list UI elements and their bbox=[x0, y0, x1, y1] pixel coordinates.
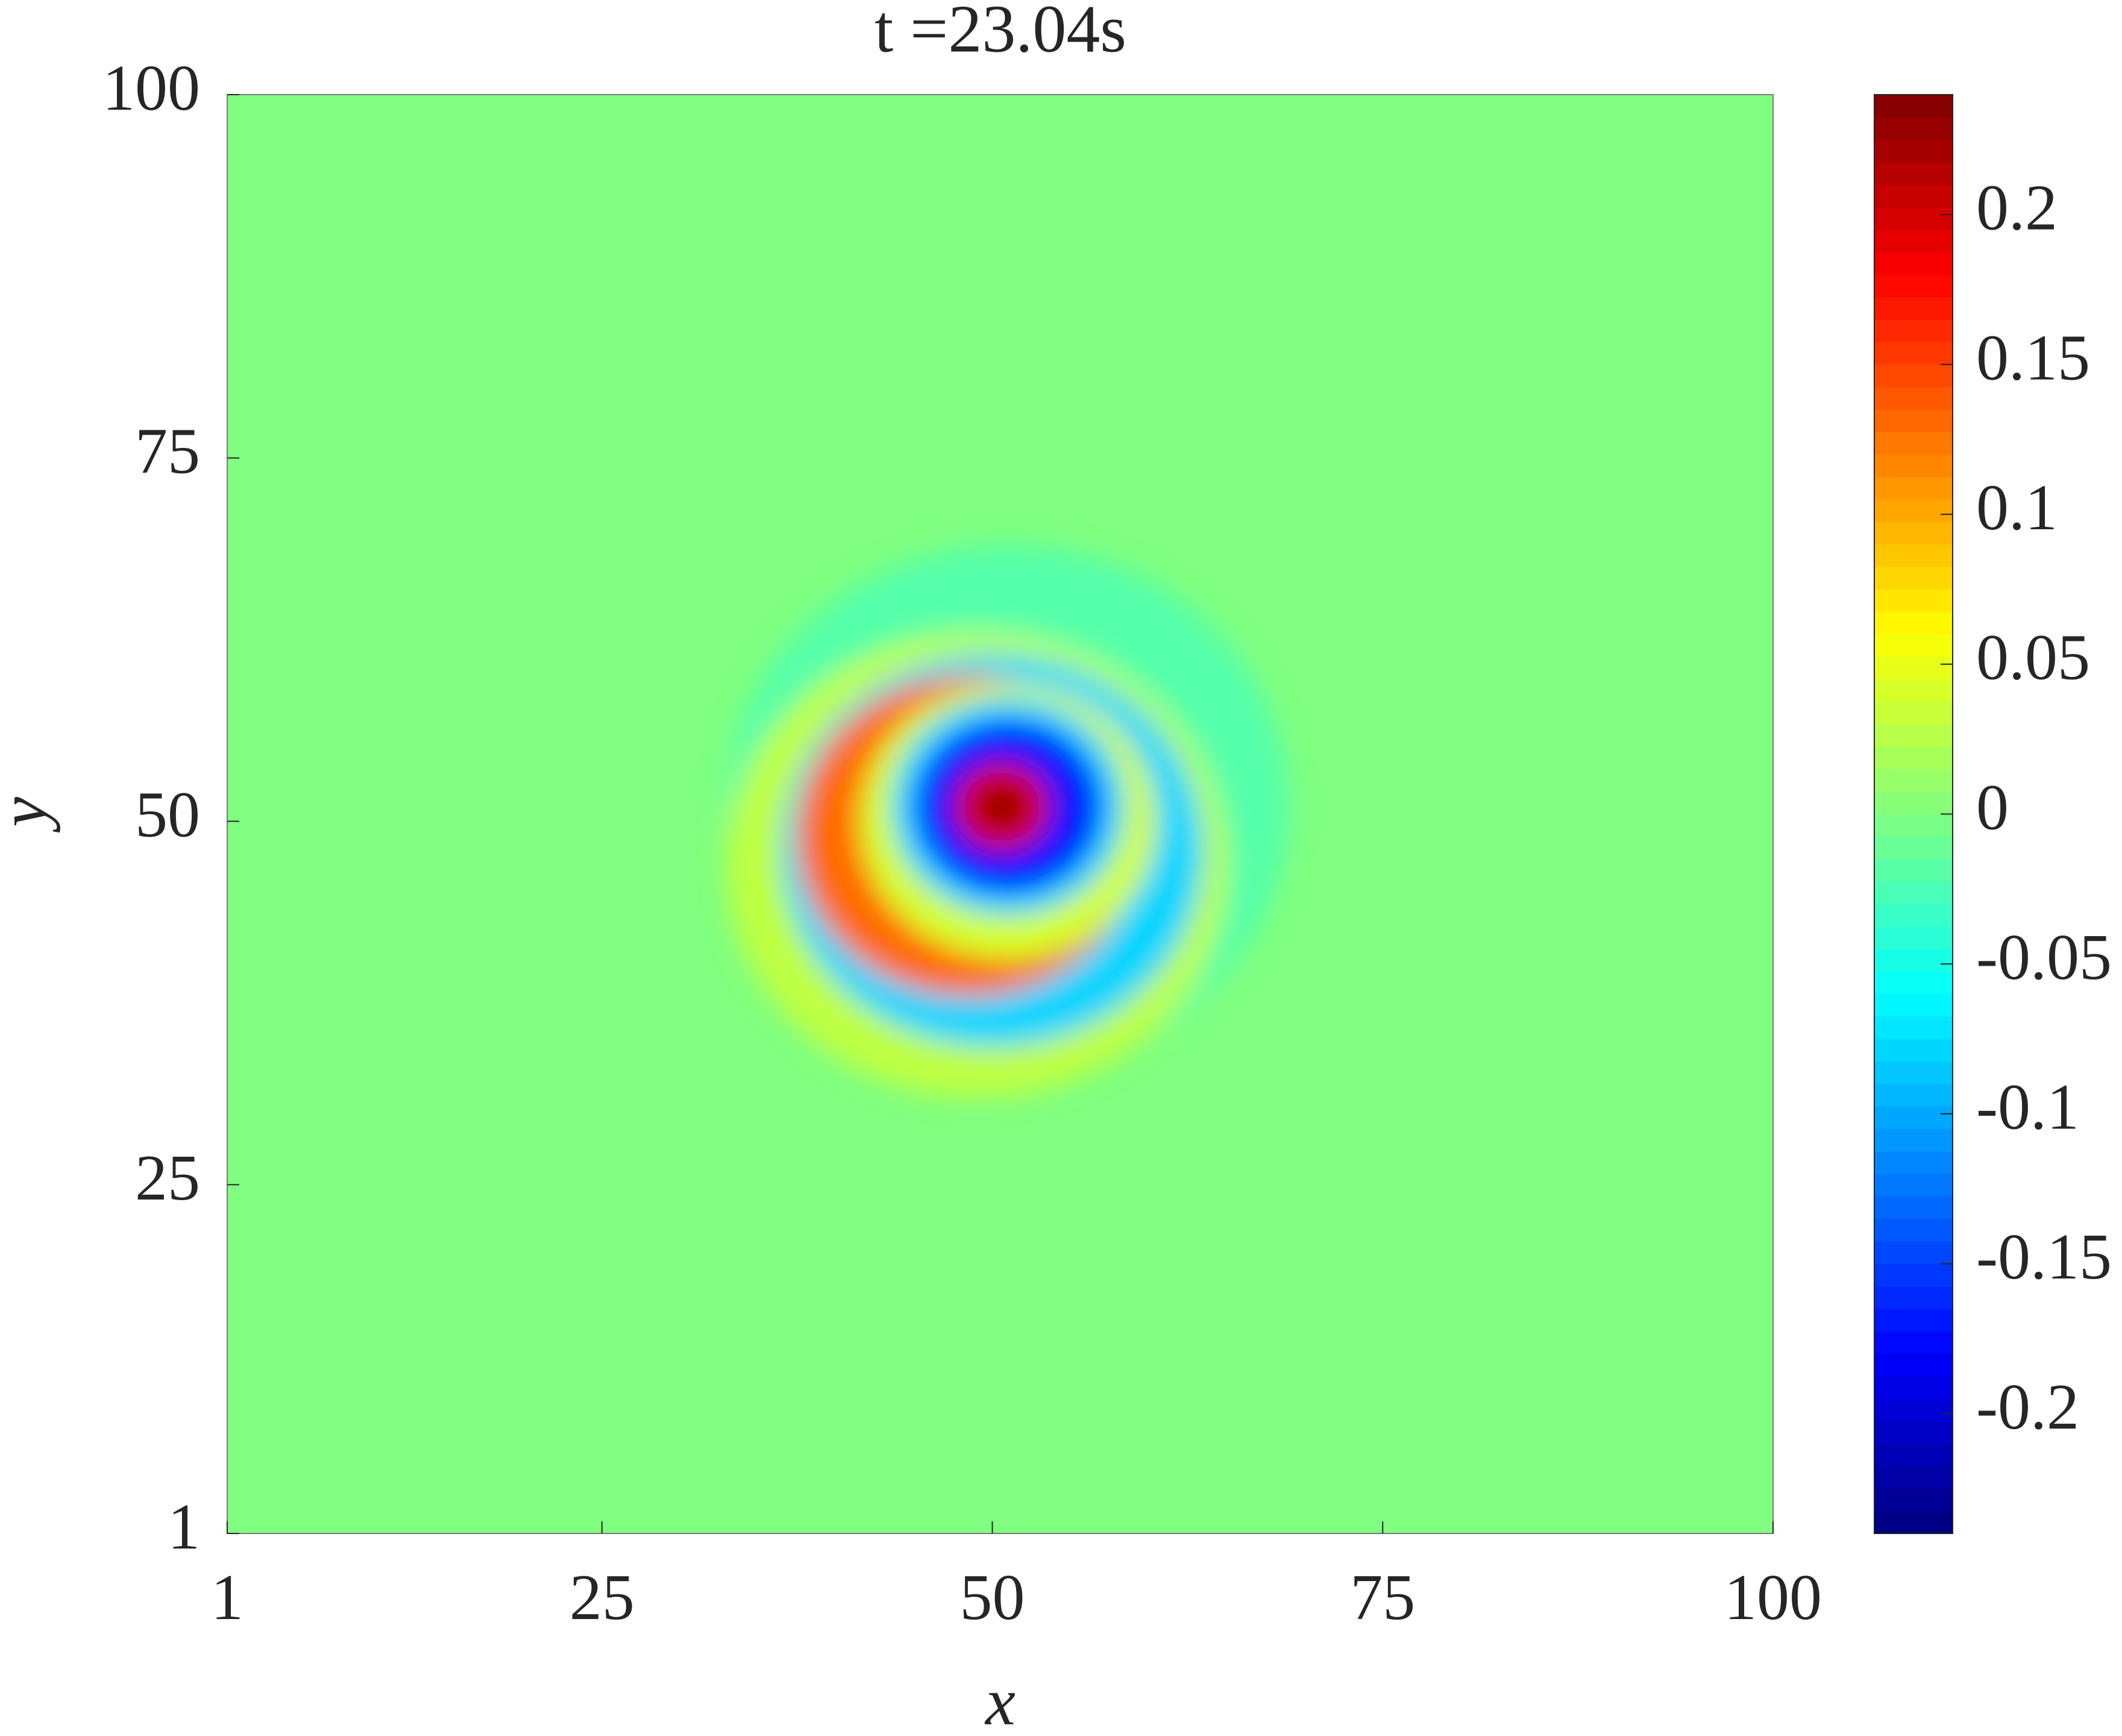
colorbar-band bbox=[1874, 1196, 1953, 1219]
colorbar-band bbox=[1874, 184, 1953, 207]
colorbar-band bbox=[1874, 926, 1953, 949]
colorbar-band bbox=[1874, 679, 1953, 702]
colorbar-band bbox=[1874, 859, 1953, 882]
colorbar-band bbox=[1874, 814, 1953, 837]
colorbar-tick-label: 0.2 bbox=[1976, 172, 2058, 244]
colorbar-band bbox=[1874, 117, 1953, 140]
colorbar-band bbox=[1874, 746, 1953, 770]
colorbar-band bbox=[1874, 791, 1953, 814]
colorbar-band bbox=[1874, 589, 1953, 612]
colorbar-band bbox=[1874, 634, 1953, 657]
colorbar-band bbox=[1874, 1331, 1953, 1354]
x-tick-label: 100 bbox=[1724, 1562, 1822, 1634]
colorbar-band bbox=[1874, 139, 1953, 163]
colorbar-band bbox=[1874, 1039, 1953, 1062]
colorbar-band bbox=[1874, 1398, 1953, 1422]
colorbar-tick-label: -0.15 bbox=[1976, 1221, 2112, 1293]
x-tick-label: 75 bbox=[1350, 1562, 1415, 1634]
colorbar-band bbox=[1874, 904, 1953, 927]
colorbar-band bbox=[1874, 1286, 1953, 1309]
x-tick-label: 50 bbox=[960, 1562, 1025, 1634]
colorbar-band bbox=[1874, 229, 1953, 253]
colorbar-band bbox=[1874, 1309, 1953, 1332]
x-tick-label: 1 bbox=[211, 1562, 243, 1634]
colorbar-band bbox=[1874, 499, 1953, 523]
plot-frame bbox=[227, 94, 1774, 1534]
colorbar-band bbox=[1874, 319, 1953, 342]
y-tick-label: 50 bbox=[135, 779, 200, 851]
y-tick-label: 25 bbox=[135, 1142, 200, 1214]
colorbar-band bbox=[1874, 1466, 1953, 1489]
colorbar-band bbox=[1874, 386, 1953, 410]
colorbar-band bbox=[1874, 1218, 1953, 1242]
colorbar-band bbox=[1874, 432, 1953, 455]
colorbar-band bbox=[1874, 342, 1953, 365]
colorbar-band bbox=[1874, 1511, 1953, 1534]
colorbar-band bbox=[1874, 274, 1953, 298]
colorbar-band bbox=[1874, 521, 1953, 545]
colorbar-band bbox=[1874, 971, 1953, 995]
colorbar-band bbox=[1874, 949, 1953, 972]
colorbar-band bbox=[1874, 656, 1953, 680]
field-layer bbox=[727, 545, 1289, 1098]
colorbar-band bbox=[1874, 409, 1953, 432]
colorbar-band bbox=[1874, 611, 1953, 635]
colorbar-band bbox=[1874, 162, 1953, 185]
colorbar-tick-label: -0.05 bbox=[1976, 922, 2112, 993]
colorbar-band bbox=[1874, 1376, 1953, 1399]
colorbar-band bbox=[1874, 1106, 1953, 1130]
colorbar-tick-label: 0.15 bbox=[1976, 322, 2090, 394]
y-axis-label: y bbox=[0, 797, 61, 833]
colorbar-band bbox=[1874, 1016, 1953, 1039]
chart-title: t =23.04s bbox=[874, 0, 1126, 67]
colorbar-band bbox=[1874, 702, 1953, 725]
colorbar-tick-label: 0 bbox=[1976, 772, 2009, 843]
colorbar-band bbox=[1874, 769, 1953, 792]
colorbar-band bbox=[1874, 1128, 1953, 1152]
y-tick-label: 100 bbox=[102, 52, 200, 124]
colorbar-band bbox=[1874, 477, 1953, 500]
colorbar-band bbox=[1874, 252, 1953, 275]
colorbar-band bbox=[1874, 1151, 1953, 1174]
colorbar-band bbox=[1874, 1488, 1953, 1512]
colorbar-tick-label: 0.05 bbox=[1976, 622, 2090, 694]
x-tick-label: 25 bbox=[570, 1562, 635, 1634]
y-tick-label: 1 bbox=[168, 1491, 200, 1563]
colorbar-band bbox=[1874, 1263, 1953, 1287]
colorbar-tick-label: 0.1 bbox=[1976, 472, 2058, 544]
colorbar-band bbox=[1874, 836, 1953, 860]
colorbar-band bbox=[1874, 724, 1953, 747]
colorbar-band bbox=[1874, 1084, 1953, 1107]
colorbar-band bbox=[1874, 993, 1953, 1017]
rings bbox=[727, 545, 1289, 1098]
colorbar-band bbox=[1874, 1421, 1953, 1444]
colorbar-band bbox=[1874, 881, 1953, 905]
colorbar-band bbox=[1874, 1061, 1953, 1084]
colorbar-band bbox=[1874, 1353, 1953, 1377]
colorbar-tick-label: -0.2 bbox=[1976, 1371, 2079, 1443]
x-axis-label: x bbox=[984, 1665, 1015, 1736]
colorbar-band bbox=[1874, 1443, 1953, 1467]
colorbar-band bbox=[1874, 544, 1953, 567]
y-tick-label: 75 bbox=[135, 416, 200, 488]
colorbar-band bbox=[1874, 207, 1953, 230]
colorbar-band bbox=[1874, 454, 1953, 477]
colorbar-band bbox=[1874, 1174, 1953, 1197]
colorbar-band bbox=[1874, 567, 1953, 590]
ring bbox=[983, 789, 1021, 825]
colorbar-band bbox=[1874, 297, 1953, 320]
colorbar-tick-label: -0.1 bbox=[1976, 1072, 2079, 1143]
colorbar-band bbox=[1874, 95, 1953, 118]
colorbar-band bbox=[1874, 1241, 1953, 1264]
colorbar-band bbox=[1874, 364, 1953, 388]
